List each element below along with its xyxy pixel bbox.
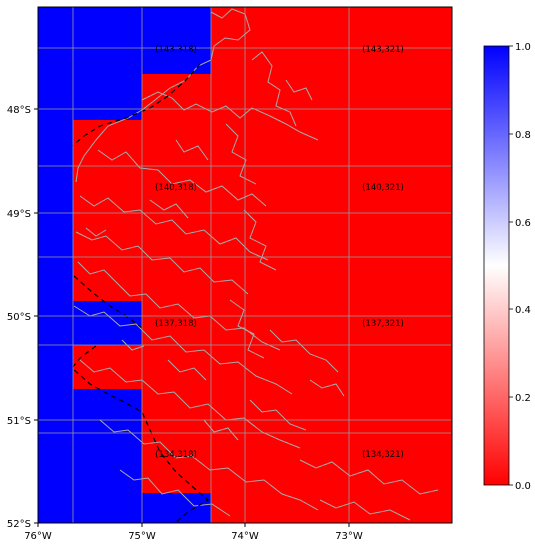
ocean-mask-cells	[38, 7, 211, 523]
x-tick-label: 76°W	[24, 531, 52, 542]
colorbar: 1.0 0.8 0.6 0.4 0.2 0.0	[483, 42, 531, 492]
cell-label: (137,318)	[155, 319, 197, 329]
y-tick-label: 48°S	[7, 105, 31, 116]
ocean-cell	[142, 493, 211, 523]
cell-label: (143,318)	[155, 45, 197, 55]
x-tick-label: 74°W	[231, 531, 259, 542]
x-tick-label: 75°W	[128, 531, 156, 542]
ocean-cell	[38, 301, 142, 345]
ocean-cell	[38, 7, 211, 74]
y-tick-label: 49°S	[7, 209, 31, 220]
x-tick-labels: 76°W 75°W 74°W 73°W	[24, 523, 363, 542]
ocean-cell	[38, 74, 142, 120]
y-tick-label: 51°S	[7, 416, 31, 427]
colorbar-tick-label: 0.0	[515, 481, 531, 492]
cell-label: (143,321)	[362, 45, 404, 55]
colorbar-tick-label: 0.4	[515, 305, 531, 316]
y-tick-label: 50°S	[7, 312, 31, 323]
cell-label: (134,321)	[362, 450, 404, 460]
cell-labels: (143,318) (143,321) (140,318) (140,321) …	[155, 45, 404, 460]
cell-label: (140,318)	[155, 183, 197, 193]
coastline	[73, 8, 439, 521]
map-panel: (143,318) (143,321) (140,318) (140,321) …	[38, 7, 452, 523]
y-tick-label: 52°S	[7, 519, 31, 530]
cell-label: (140,321)	[362, 183, 404, 193]
colorbar-gradient	[483, 45, 510, 486]
y-tick-labels: 48°S 49°S 50°S 51°S 52°S	[7, 105, 38, 530]
cell-label: (137,321)	[362, 319, 404, 329]
ocean-cell	[38, 389, 142, 523]
x-tick-label: 73°W	[335, 531, 363, 542]
colorbar-tick-label: 0.8	[515, 130, 531, 141]
gridlines	[38, 7, 452, 523]
ocean-cell	[38, 345, 73, 389]
boundary-dashed-line	[71, 63, 210, 523]
colorbar-tick-label: 0.6	[515, 218, 531, 229]
cell-label: (134,318)	[155, 450, 197, 460]
colorbar-tick-label: 0.2	[515, 393, 531, 404]
ocean-cell	[38, 120, 73, 301]
colorbar-tick-label: 1.0	[515, 42, 531, 53]
